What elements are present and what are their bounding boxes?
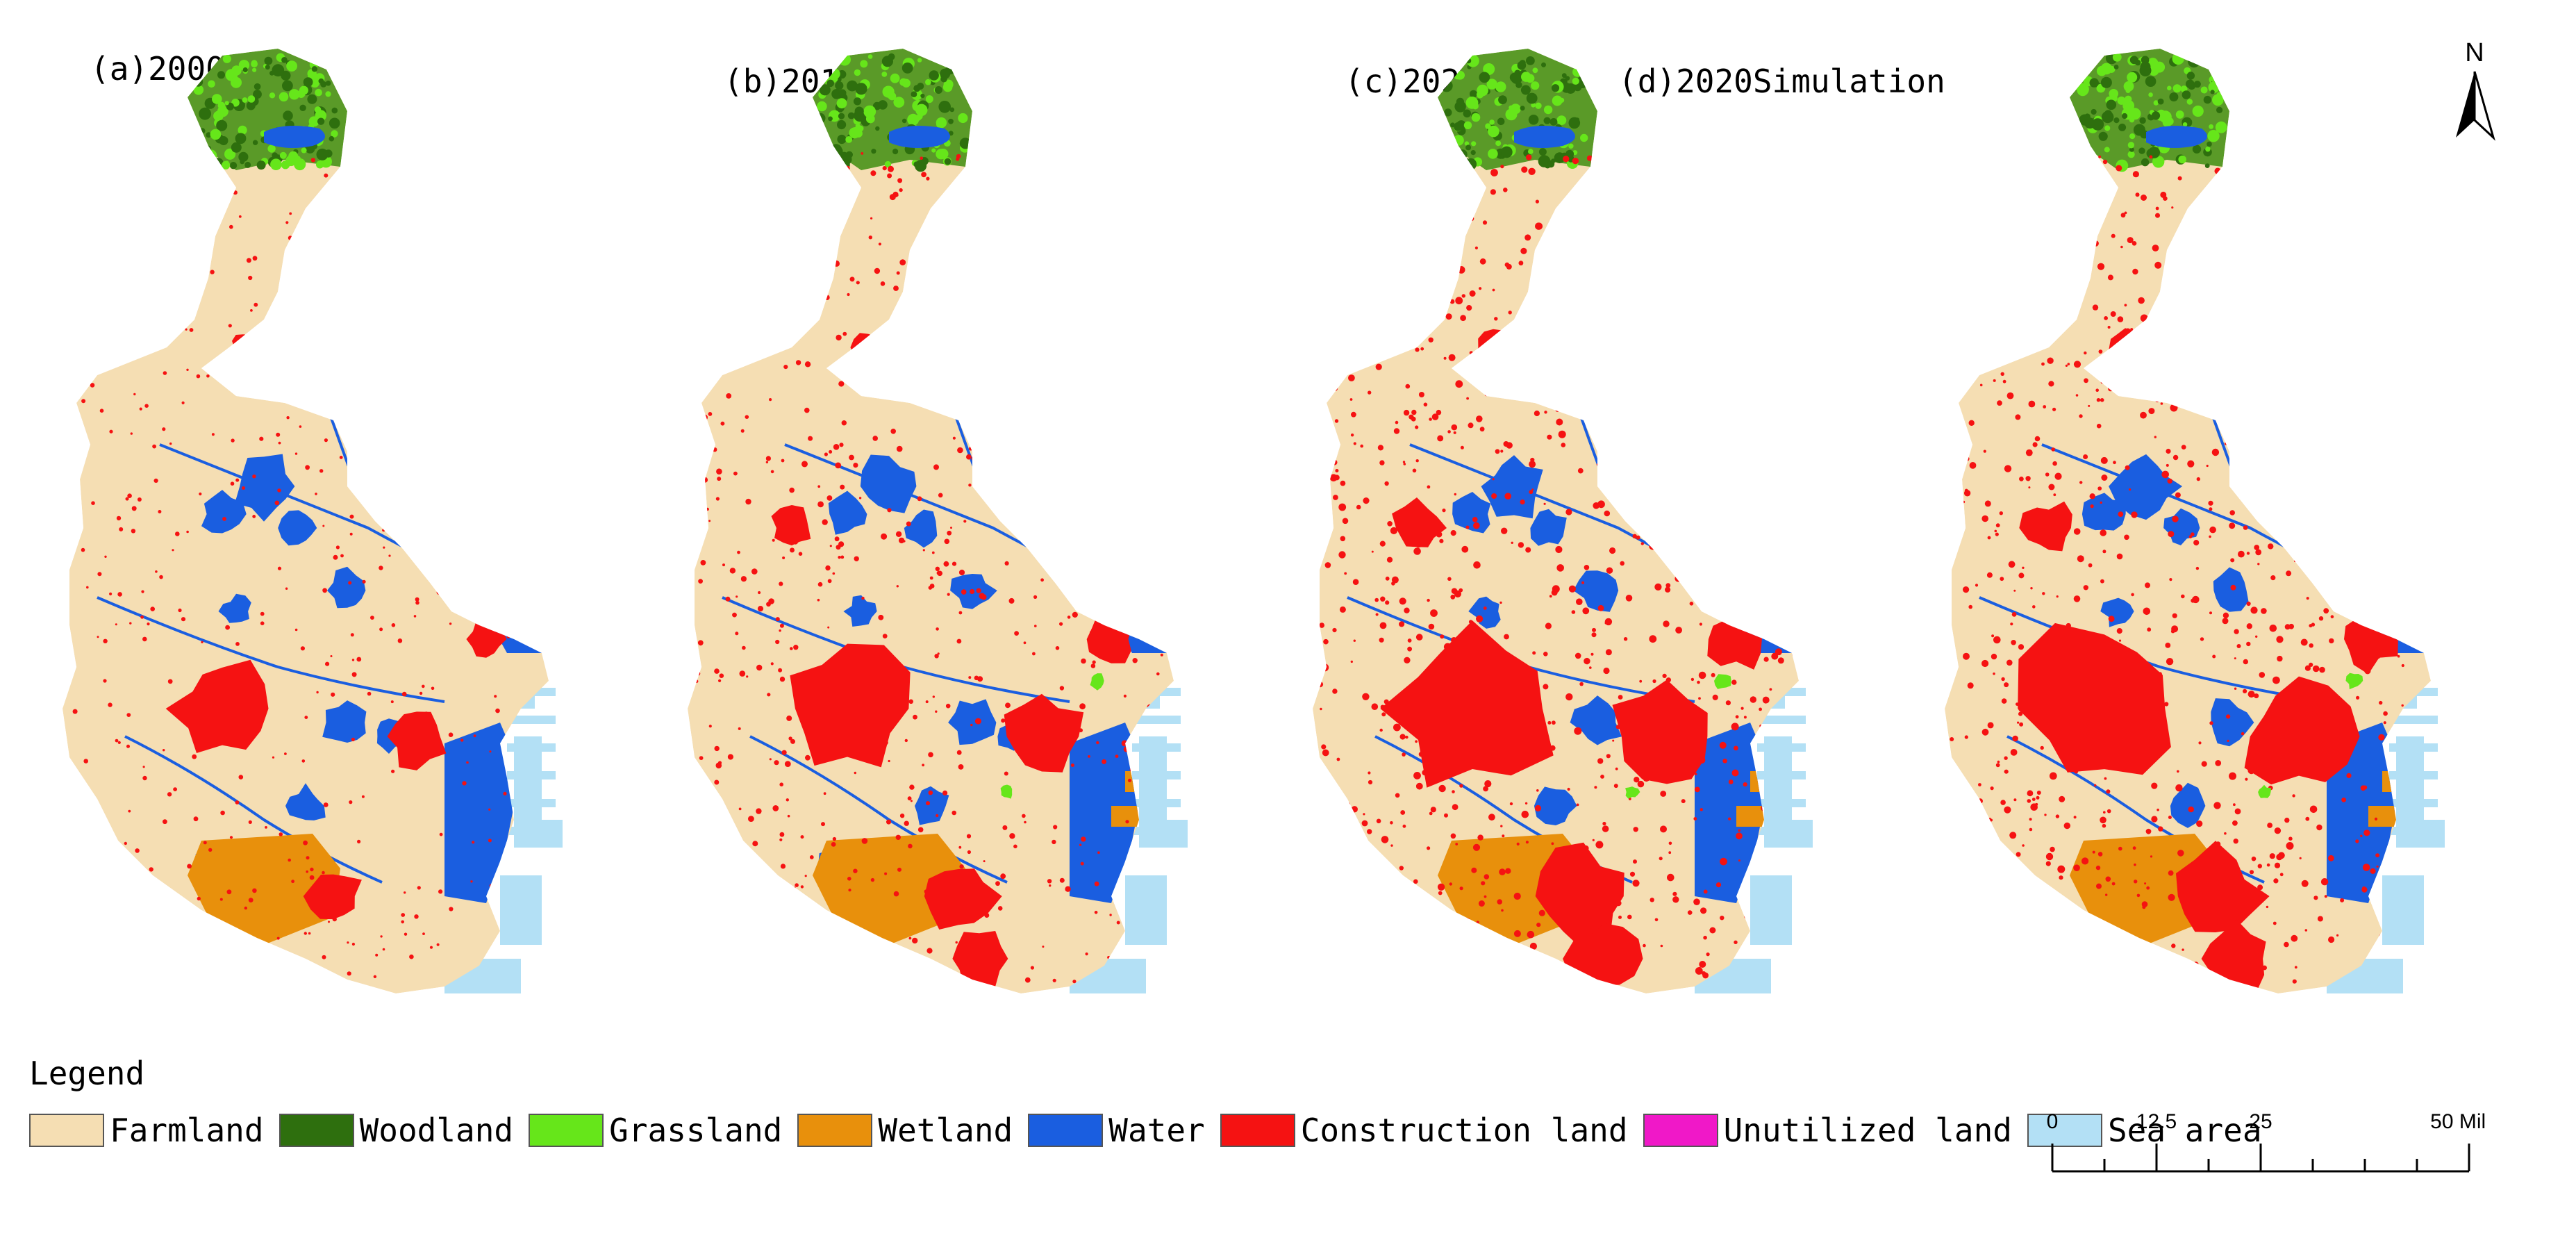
legend-label: Water [1108,1112,1205,1149]
legend-swatch [797,1114,873,1147]
panel-title-d: (d)2020Simulation [1618,63,1945,100]
scale-label-0: 0 [2047,1110,2059,1133]
land-use-map-c [1313,49,1813,993]
legend: Farmland Woodland Grassland Wetland Wate… [29,1109,2277,1151]
legend-item-sea-area: Sea area [2027,1112,2262,1149]
legend-label: Unutilized land [1723,1112,2012,1149]
legend-label: Sea area [2107,1112,2262,1149]
legend-item-construction-land: Construction land [1220,1112,1628,1149]
legend-label: Wetland [878,1112,1013,1149]
legend-label: Farmland [110,1112,264,1149]
legend-item-unutilized-land: Unutilized land [1643,1112,2012,1149]
legend-title: Legend [29,1055,145,1092]
legend-item-woodland: Woodland [279,1112,514,1149]
scale-label-12-5: 12.5 [2136,1110,2177,1133]
legend-item-grassland: Grassland [529,1112,782,1149]
legend-item-wetland: Wetland [797,1112,1013,1149]
legend-swatch [1220,1114,1295,1147]
land-use-layer [688,49,1174,993]
land-use-layer [1313,49,1799,993]
legend-swatch [1643,1114,1718,1147]
north-arrow-icon: N [2456,38,2495,141]
north-arrow-label: N [2465,38,2484,67]
land-use-layer [63,49,549,993]
legend-swatch [1028,1114,1104,1147]
legend-label: Woodland [359,1112,514,1149]
legend-label: Construction land [1300,1112,1628,1149]
scale-bar: 0 12.5 25 50 Miles [2047,1110,2486,1173]
scale-label-25: 25 [2249,1110,2272,1133]
legend-swatch [529,1114,604,1147]
scale-label-50-miles: 50 Miles [2430,1110,2486,1133]
legend-label: Grassland [609,1112,783,1149]
land-use-map-d [1945,49,2445,993]
legend-swatch [2027,1114,2102,1147]
land-use-map-b [688,49,1188,993]
legend-item-water: Water [1028,1112,1205,1149]
land-use-layer [1945,49,2431,993]
land-use-map-a [63,49,563,993]
legend-swatch [279,1114,354,1147]
legend-item-farmland: Farmland [29,1112,264,1149]
legend-swatch [29,1114,104,1147]
